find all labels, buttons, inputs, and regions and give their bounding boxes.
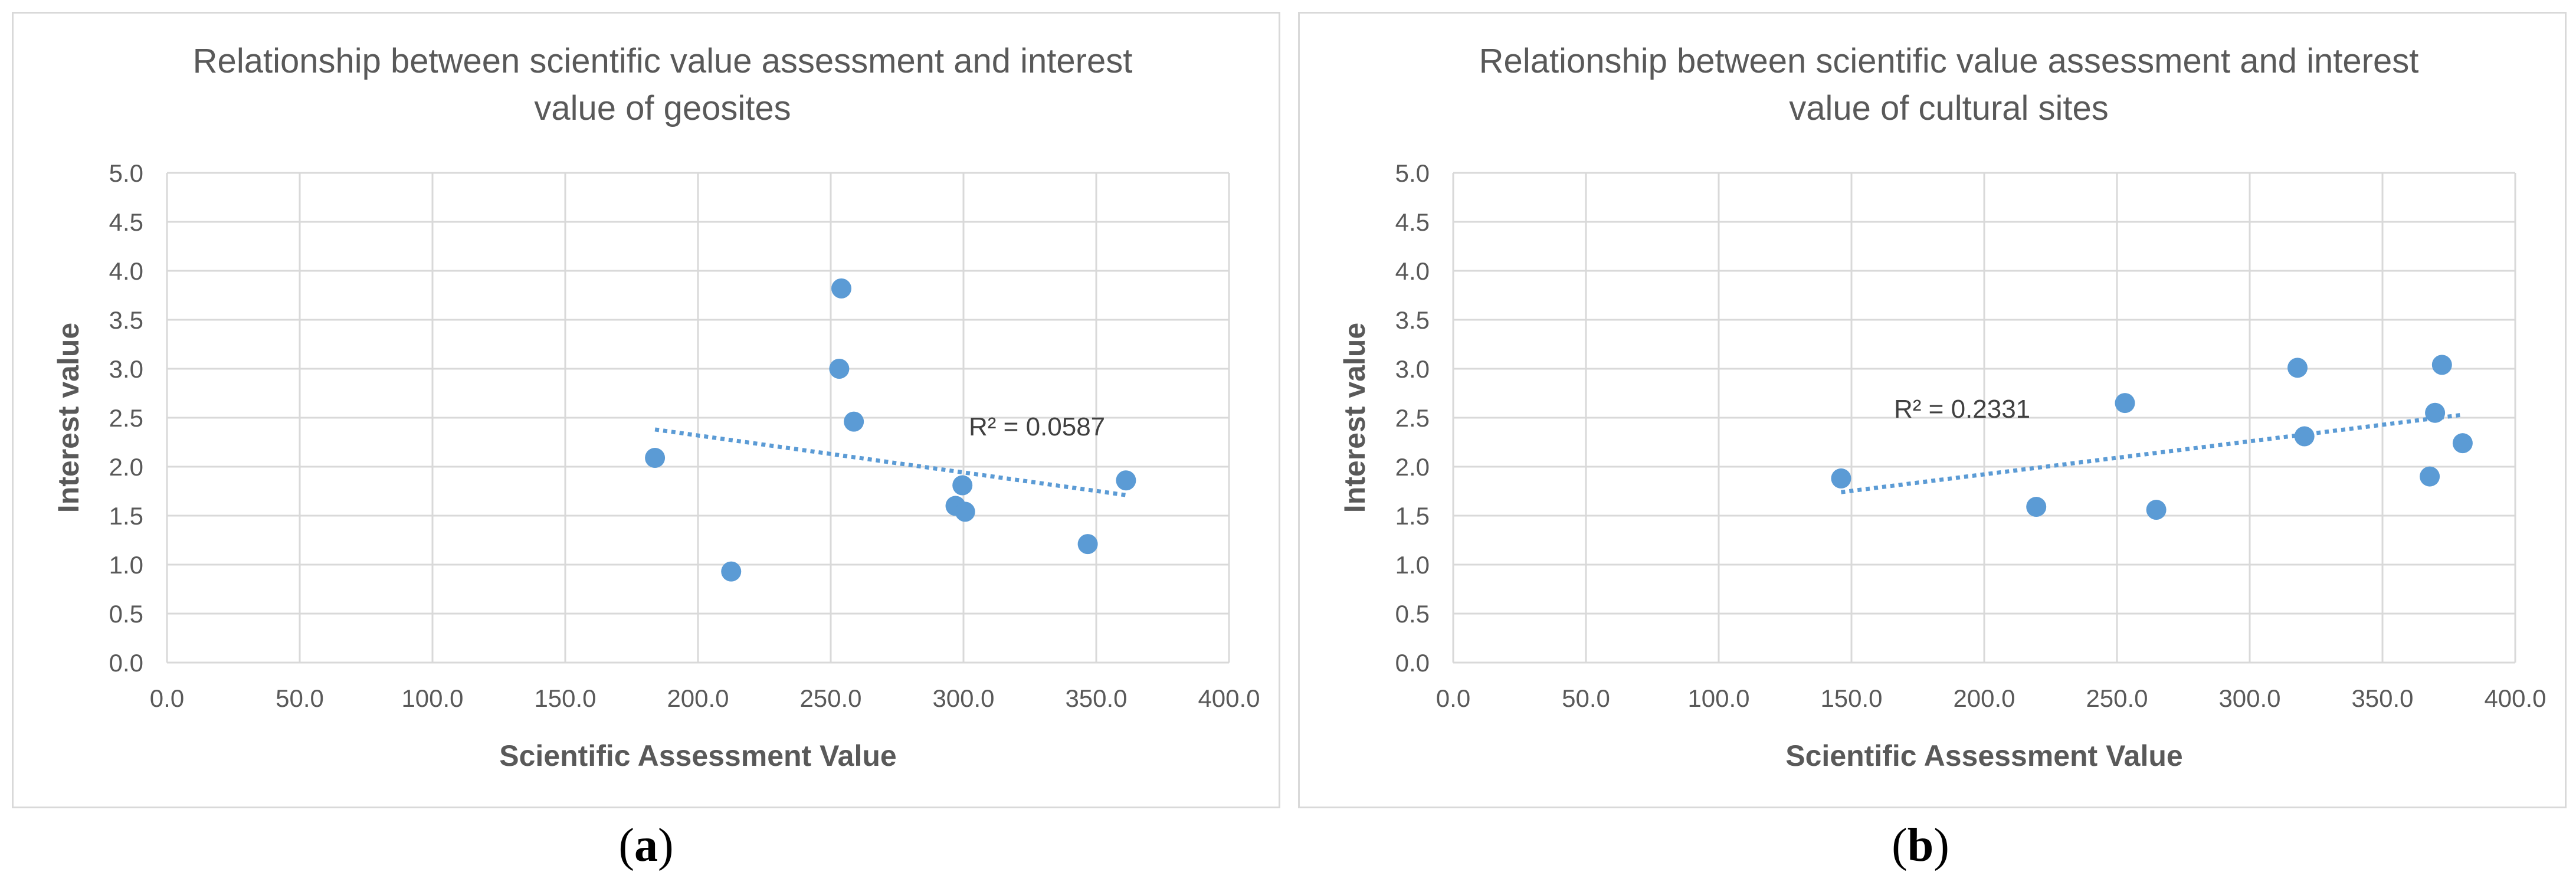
x-tick-label: 0.0 (150, 684, 184, 712)
y-tick-label: 5.0 (109, 159, 143, 187)
y-tick-label: 2.0 (1395, 453, 1430, 481)
data-point (2420, 466, 2440, 487)
y-tick-label: 0.5 (1395, 600, 1430, 628)
y-tick-label: 2.5 (109, 404, 143, 432)
data-point (1831, 468, 1851, 489)
r-squared-label: R² = 0.0587 (969, 412, 1105, 441)
y-tick-label: 0.0 (109, 649, 143, 677)
x-tick-label: 150.0 (534, 684, 596, 712)
y-tick-label: 4.5 (1395, 208, 1430, 236)
data-point (2425, 402, 2446, 423)
chart-frame-a: Relationship between scientific value as… (12, 12, 1280, 808)
x-tick-label: 300.0 (2218, 684, 2280, 712)
y-tick-label: 3.0 (109, 355, 143, 383)
data-point (1077, 534, 1098, 555)
y-tick-label: 1.5 (109, 502, 143, 530)
x-tick-label: 350.0 (2351, 684, 2413, 712)
x-tick-label: 100.0 (1687, 684, 1749, 712)
y-tick-label: 3.5 (1395, 306, 1430, 334)
y-tick-label: 2.0 (109, 453, 143, 481)
y-axis-label: Interest value (52, 323, 85, 513)
data-point (645, 448, 666, 468)
data-point (955, 502, 975, 522)
data-point (2026, 497, 2047, 517)
y-tick-label: 0.5 (109, 600, 143, 628)
data-point (2431, 355, 2452, 375)
chart-title-line: value of geosites (534, 89, 791, 127)
x-tick-label: 250.0 (799, 684, 861, 712)
y-tick-label: 1.0 (109, 551, 143, 579)
data-point (2287, 358, 2308, 378)
x-tick-label: 200.0 (667, 684, 729, 712)
panel-caption-a: (a) (618, 820, 674, 871)
y-tick-label: 3.0 (1395, 355, 1430, 383)
trendline (1841, 412, 2463, 494)
chart-frame-b: Relationship between scientific value as… (1298, 12, 2567, 808)
x-tick-label: 400.0 (2484, 684, 2546, 712)
x-axis-label: Scientific Assessment Value (1785, 739, 2182, 772)
panel-caption-b: (b) (1892, 820, 1949, 871)
data-point (2294, 426, 2315, 447)
x-axis-label: Scientific Assessment Value (499, 739, 896, 772)
x-tick-label: 250.0 (2086, 684, 2148, 712)
y-axis-label: Interest value (1338, 323, 1371, 513)
y-tick-label: 1.5 (1395, 502, 1430, 530)
y-tick-label: 4.5 (109, 208, 143, 236)
x-tick-label: 50.0 (276, 684, 324, 712)
x-tick-label: 350.0 (1065, 684, 1127, 712)
chart-title-line: Relationship between scientific value as… (193, 42, 1133, 80)
y-tick-label: 4.0 (109, 257, 143, 285)
x-tick-label: 150.0 (1820, 684, 1882, 712)
y-tick-label: 1.0 (1395, 551, 1430, 579)
chart-title-line: value of cultural sites (1789, 89, 2109, 127)
data-point (1116, 470, 1136, 491)
y-tick-label: 3.5 (109, 306, 143, 334)
r-squared-label: R² = 0.2331 (1894, 395, 2030, 424)
data-point (721, 561, 742, 582)
data-point (2146, 500, 2167, 520)
chart-title-line: Relationship between scientific value as… (1479, 42, 2419, 80)
x-tick-label: 400.0 (1198, 684, 1260, 712)
y-tick-label: 2.5 (1395, 404, 1430, 432)
scatter-chart-b: Relationship between scientific value as… (1338, 42, 2546, 772)
scatter-chart-a: Relationship between scientific value as… (52, 42, 1260, 772)
data-point (2115, 393, 2135, 414)
data-point (829, 359, 850, 379)
data-point (952, 475, 973, 496)
x-tick-label: 300.0 (932, 684, 994, 712)
data-point (844, 411, 864, 432)
y-tick-label: 0.0 (1395, 649, 1430, 677)
x-tick-label: 100.0 (401, 684, 463, 712)
x-tick-label: 50.0 (1562, 684, 1610, 712)
y-tick-label: 4.0 (1395, 257, 1430, 285)
data-point (831, 278, 851, 299)
y-tick-label: 5.0 (1395, 159, 1430, 187)
x-tick-label: 0.0 (1436, 684, 1470, 712)
data-point (2452, 433, 2473, 454)
x-tick-label: 200.0 (1953, 684, 2015, 712)
